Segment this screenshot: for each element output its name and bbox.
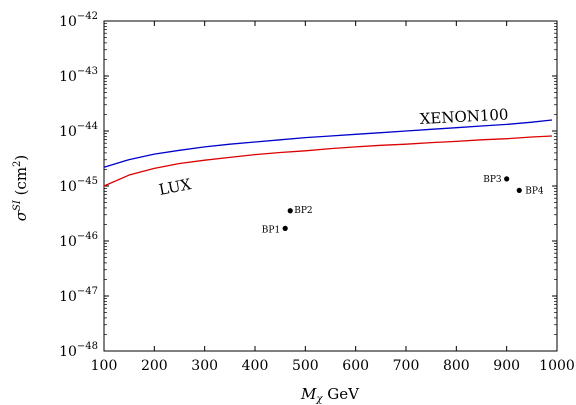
xenon100-curve (103, 119, 553, 168)
x-tick-label: 700 (393, 358, 420, 374)
curves (103, 119, 553, 187)
point-bp4 (516, 187, 522, 193)
y-tick-label: 10−43 (59, 66, 98, 85)
y-tick-label: 10−46 (59, 231, 98, 250)
x-tick-label: 600 (342, 358, 369, 374)
x-tick-label: 900 (493, 358, 520, 374)
x-tick-label: 200 (141, 358, 168, 374)
point-bp3 (504, 176, 510, 182)
point-bp1 (282, 225, 288, 231)
x-axis-label: Mχ GeV (300, 385, 360, 405)
point-bp2 (287, 208, 293, 214)
x-tick-label: 400 (242, 358, 269, 374)
y-tick-label: 10−48 (59, 341, 98, 360)
benchmark-points: BP1 BP2 BP3 BP4 (262, 175, 544, 236)
point-label-bp3: BP3 (483, 175, 502, 185)
x-tick-label: 500 (292, 358, 319, 374)
y-tick-label: 10−42 (59, 11, 98, 30)
y-axis-ticks: 10−48 10−47 10−46 10−45 10−44 10−43 10−42 (59, 11, 557, 360)
y-tick-label: 10−45 (59, 176, 98, 195)
x-tick-label: 100 (91, 358, 118, 374)
x-tick-label: 1000 (539, 358, 575, 374)
x-tick-label: 300 (191, 358, 218, 374)
lux-curve (103, 135, 553, 187)
lux-label: LUX (157, 175, 193, 199)
y-axis-label: σSI (cm2) (12, 155, 30, 222)
y-tick-label: 10−47 (59, 286, 98, 305)
xenon100-label: XENON100 (419, 105, 509, 128)
point-label-bp1: BP1 (262, 225, 280, 235)
point-label-bp4: BP4 (525, 186, 544, 196)
y-tick-label: 10−44 (59, 121, 98, 140)
x-axis-ticks: 100 200 300 400 500 600 700 800 900 1000 (91, 21, 575, 374)
x-tick-label: 800 (443, 358, 470, 374)
point-label-bp2: BP2 (294, 206, 312, 216)
